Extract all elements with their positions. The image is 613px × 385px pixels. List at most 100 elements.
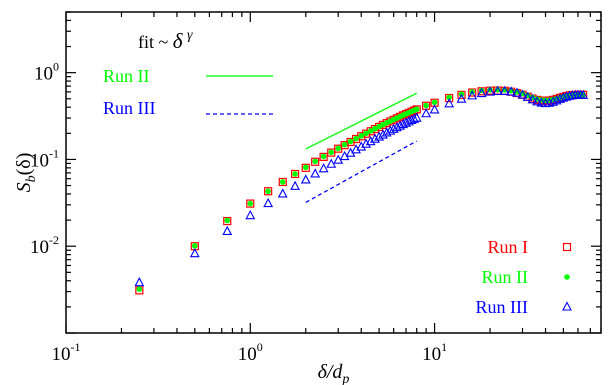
data-point — [522, 91, 533, 101]
data-point — [351, 134, 361, 144]
series-run-i — [135, 86, 588, 295]
data-point — [476, 87, 487, 98]
data-point — [326, 158, 337, 168]
data-point — [363, 130, 369, 137]
data-point — [506, 86, 516, 96]
data-point — [311, 157, 320, 166]
data-point — [370, 133, 380, 143]
data-point — [318, 163, 329, 173]
data-point — [310, 168, 321, 178]
data-point — [192, 243, 198, 249]
data-point — [335, 145, 342, 152]
data-point — [456, 93, 467, 103]
data-point — [265, 188, 271, 195]
data-point — [277, 188, 288, 198]
data-point — [429, 104, 440, 114]
data-point — [409, 113, 420, 123]
data-point — [300, 174, 311, 184]
fit-legend-label: Run II — [103, 66, 150, 86]
data-point — [385, 125, 396, 135]
data-point — [578, 89, 589, 99]
series-legend-label: Run I — [488, 237, 529, 257]
y-tick-label: 10-2 — [30, 233, 59, 258]
data-point — [446, 94, 452, 101]
data-point — [445, 93, 454, 103]
data-point — [378, 129, 388, 139]
data-point — [527, 94, 538, 104]
data-point — [532, 96, 543, 106]
data-point — [413, 106, 420, 113]
series-legend-label: Run II — [482, 267, 529, 287]
series-legend-marker — [562, 301, 572, 311]
data-point — [347, 138, 354, 145]
x-tick-label: 100 — [238, 340, 263, 365]
data-point — [222, 225, 233, 235]
data-point — [263, 197, 274, 208]
data-point — [319, 152, 328, 161]
data-point — [548, 96, 559, 106]
axis-ticks — [65, 11, 602, 334]
data-point — [467, 90, 478, 100]
data-point — [444, 98, 455, 108]
data-point — [290, 169, 300, 179]
data-point — [264, 187, 273, 196]
axis-labels: 10-1 100 101 10-2 10-1 100 δ/dp Sb(δ) — [13, 60, 447, 385]
data-point — [457, 90, 466, 99]
data-point — [320, 153, 327, 160]
data-points — [134, 85, 589, 295]
data-point — [312, 158, 318, 165]
data-point — [485, 86, 495, 96]
data-point — [423, 102, 429, 109]
data-point — [411, 112, 422, 122]
x-tick-label: 101 — [422, 340, 447, 365]
series-legend-label: Run III — [476, 297, 529, 317]
fit-annotation: fit ~ δ γ — [138, 28, 193, 53]
data-point — [367, 128, 374, 134]
fit-line — [305, 140, 418, 203]
data-point — [245, 209, 256, 220]
data-point — [468, 88, 477, 97]
data-point — [555, 93, 566, 103]
data-point — [494, 86, 501, 93]
data-point — [247, 200, 254, 207]
data-point — [388, 123, 399, 133]
legends: fit ~ δ γ Run II Run III Run I Run II Run III — [103, 28, 572, 317]
data-point — [223, 216, 232, 226]
series-run-ii — [136, 86, 586, 292]
data-point — [558, 92, 569, 102]
data-point — [279, 179, 286, 185]
y-tick-label: 10-1 — [30, 146, 59, 171]
data-point — [544, 97, 555, 107]
data-point — [290, 180, 300, 190]
y-tick-label: 100 — [34, 60, 59, 85]
data-point — [356, 141, 367, 151]
data-point — [358, 133, 365, 139]
data-point — [421, 108, 432, 118]
data-point — [353, 135, 359, 142]
series-legend-marker — [564, 274, 570, 280]
data-point — [431, 99, 438, 106]
data-point — [136, 286, 143, 292]
data-point — [561, 91, 572, 101]
data-point — [381, 127, 392, 137]
data-point — [365, 136, 376, 146]
series-run-iii — [134, 85, 589, 287]
series-legend-marker — [562, 242, 572, 252]
data-point — [357, 132, 366, 141]
data-point — [517, 89, 528, 99]
data-point — [292, 171, 298, 177]
data-point — [551, 95, 562, 105]
data-point — [512, 87, 522, 97]
data-point — [374, 131, 385, 141]
data-point — [246, 199, 255, 208]
data-point — [301, 163, 310, 172]
data-point — [499, 85, 510, 95]
x-axis-title: δ/dp — [318, 361, 350, 385]
data-point — [361, 138, 372, 148]
data-point — [134, 277, 145, 287]
data-point — [328, 149, 335, 156]
data-point — [224, 217, 231, 224]
fit-lines — [305, 92, 418, 203]
data-point — [341, 141, 348, 148]
